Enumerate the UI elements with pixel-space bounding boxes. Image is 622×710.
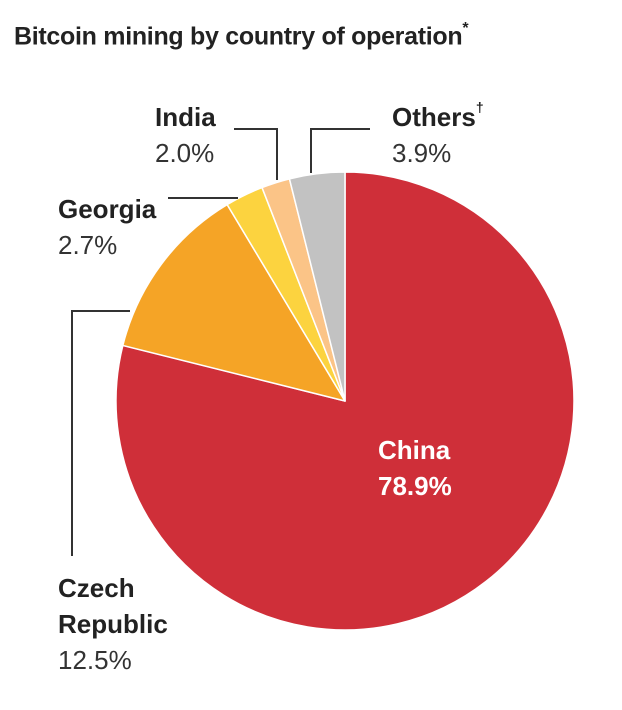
leader-czech (71, 310, 130, 556)
georgia-value: 2.7% (58, 230, 118, 260)
others-label: Others (392, 102, 476, 132)
leader-india (234, 128, 278, 180)
india-value: 2.0% (155, 138, 215, 168)
others-label-wrap: Others† (392, 100, 484, 132)
chart-title-text: Bitcoin mining by country of operation (14, 22, 463, 51)
chart-title: Bitcoin mining by country of operation* (14, 20, 469, 51)
czech-label-line1: Czech (58, 573, 135, 603)
china-label: China (378, 435, 451, 465)
slice-label-china: China 78.9% (378, 437, 452, 499)
slice-label-georgia: Georgia 2.7% (58, 196, 156, 258)
czech-label-line2: Republic (58, 609, 168, 639)
slice-label-others: Others† 3.9% (392, 100, 484, 168)
slice-label-czech-republic: Czech Republic 12.5% (58, 575, 168, 673)
others-value: 3.9% (392, 138, 452, 168)
czech-value: 12.5% (58, 645, 132, 675)
slice-label-india: India 2.0% (155, 104, 216, 166)
india-label: India (155, 102, 216, 132)
pie-slice-others (288, 171, 346, 402)
georgia-label: Georgia (58, 194, 157, 224)
china-value: 78.9% (378, 471, 452, 501)
pie-slices (115, 171, 575, 631)
leader-others (310, 128, 370, 173)
others-footnote-mark: † (475, 99, 484, 116)
leader-lines (71, 128, 370, 556)
title-footnote-mark: * (462, 20, 469, 37)
pie-slice-czech-republic (122, 203, 346, 402)
